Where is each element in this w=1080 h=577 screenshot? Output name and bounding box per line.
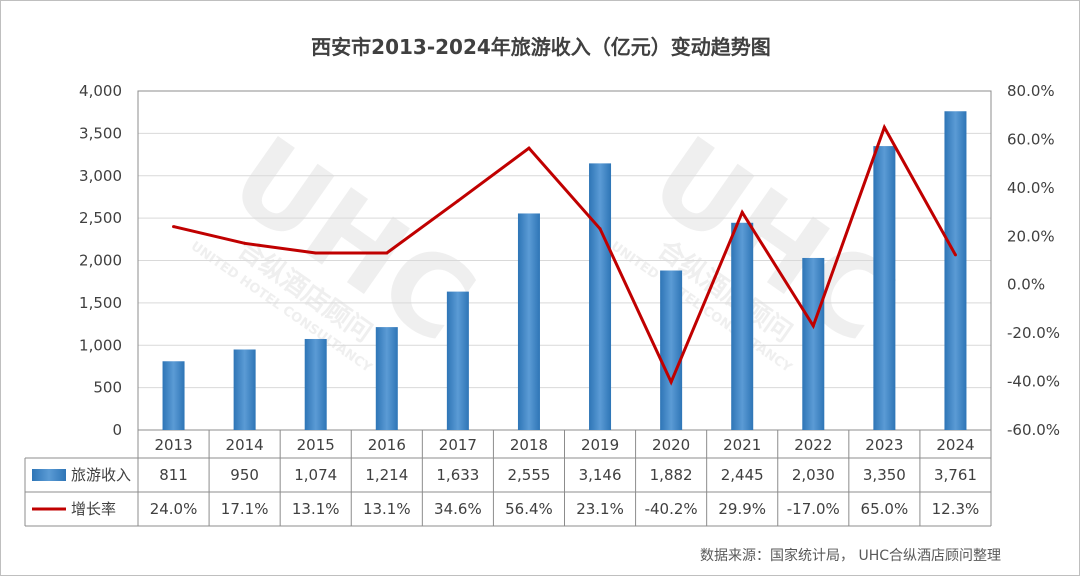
table-cell-growth: 65.0% [861, 500, 909, 518]
table-cell-growth: 12.3% [932, 500, 980, 518]
bar-tourism-revenue [162, 361, 185, 430]
x-tick-label: 2022 [794, 436, 832, 454]
table-cell-revenue: 3,146 [579, 466, 622, 484]
table-cell-revenue: 1,633 [436, 466, 479, 484]
bar-tourism-revenue [802, 257, 825, 430]
table-cell-growth: 24.0% [150, 500, 198, 518]
table-cell-revenue: 1,074 [294, 466, 337, 484]
table-cell-growth: 13.1% [363, 500, 411, 518]
bar-tourism-revenue [517, 213, 540, 430]
y-right-tick-label: 20.0% [1007, 227, 1055, 245]
bar-tourism-revenue [589, 163, 612, 430]
line-growth-point [598, 227, 602, 231]
x-tick-label: 2013 [154, 436, 192, 454]
table-cell-revenue: 811 [159, 466, 188, 484]
line-growth-point [385, 251, 389, 255]
y-right-tick-label: -60.0% [1007, 421, 1060, 439]
table-cell-growth: -17.0% [787, 500, 840, 518]
line-growth-point [669, 380, 673, 384]
table-cell-revenue: 2,555 [507, 466, 550, 484]
y-right-tick-label: 0.0% [1007, 276, 1045, 294]
y-left-tick-label: 4,000 [79, 82, 122, 100]
x-tick-label: 2014 [226, 436, 264, 454]
legend-label-line: 增长率 [71, 500, 116, 518]
x-tick-label: 2019 [581, 436, 619, 454]
line-growth-point [243, 241, 247, 245]
y-left-tick-label: 500 [93, 379, 122, 397]
table-cell-revenue: 1,214 [365, 466, 408, 484]
line-growth-point [314, 251, 318, 255]
legend-key-bar [32, 469, 66, 481]
x-tick-label: 2018 [510, 436, 548, 454]
table-cell-revenue: 2,445 [721, 466, 764, 484]
table-cell-growth: 29.9% [718, 500, 766, 518]
y-left-tick-label: 3,000 [79, 167, 122, 185]
x-tick-label: 2021 [723, 436, 761, 454]
y-right-tick-label: -40.0% [1007, 373, 1060, 391]
bar-tourism-revenue [873, 146, 896, 430]
y-left-tick-label: 0 [112, 421, 122, 439]
bar-tourism-revenue [944, 111, 967, 430]
table-cell-revenue: 2,030 [792, 466, 835, 484]
line-growth-point [456, 199, 460, 203]
bar-tourism-revenue [660, 270, 683, 430]
x-tick-label: 2020 [652, 436, 690, 454]
y-right-tick-label: 60.0% [1007, 130, 1055, 148]
y-right-tick-label: -20.0% [1007, 324, 1060, 342]
x-tick-label: 2024 [936, 436, 974, 454]
table-cell-growth: -40.2% [645, 500, 698, 518]
table-cell-growth: 34.6% [434, 500, 482, 518]
table-cell-growth: 13.1% [292, 500, 340, 518]
legend-label-bar: 旅游收入 [71, 466, 131, 484]
table-cell-revenue: 3,350 [863, 466, 906, 484]
bar-tourism-revenue [446, 291, 469, 430]
x-tick-label: 2015 [297, 436, 335, 454]
table-cell-growth: 56.4% [505, 500, 553, 518]
source-note: 数据来源：国家统计局， UHC合纵酒店顾问整理 [700, 548, 1001, 564]
table-cell-revenue: 1,882 [650, 466, 693, 484]
line-growth-rate [173, 123, 957, 386]
line-growth-point [527, 146, 531, 150]
y-left-tick-label: 3,500 [79, 124, 122, 142]
bar-tourism-revenue [233, 349, 256, 430]
x-tick-label: 2017 [439, 436, 477, 454]
y-left-tick-label: 1,000 [79, 336, 122, 354]
x-tick-label: 2016 [368, 436, 406, 454]
line-growth-point [740, 210, 744, 214]
line-growth-point [811, 324, 815, 328]
bar-tourism-revenue [304, 338, 327, 430]
x-tick-label: 2023 [865, 436, 903, 454]
bar-tourism-revenue [375, 327, 398, 430]
bar-tourism-revenue [731, 222, 754, 430]
line-growth-point [172, 225, 176, 229]
y-left-tick-label: 1,500 [79, 294, 122, 312]
y-right-tick-label: 80.0% [1007, 82, 1055, 100]
line-growth-point [882, 125, 886, 129]
chart-title: 西安市2013-2024年旅游收入（亿元）变动趋势图 [311, 35, 771, 59]
y-left-tick-label: 2,000 [79, 252, 122, 270]
table-cell-revenue: 3,761 [934, 466, 977, 484]
table-cell-growth: 23.1% [576, 500, 624, 518]
line-growth-point [953, 253, 957, 257]
y-left-tick-label: 2,500 [79, 209, 122, 227]
table-cell-revenue: 950 [230, 466, 259, 484]
y-right-tick-label: 40.0% [1007, 179, 1055, 197]
table-cell-growth: 17.1% [221, 500, 269, 518]
